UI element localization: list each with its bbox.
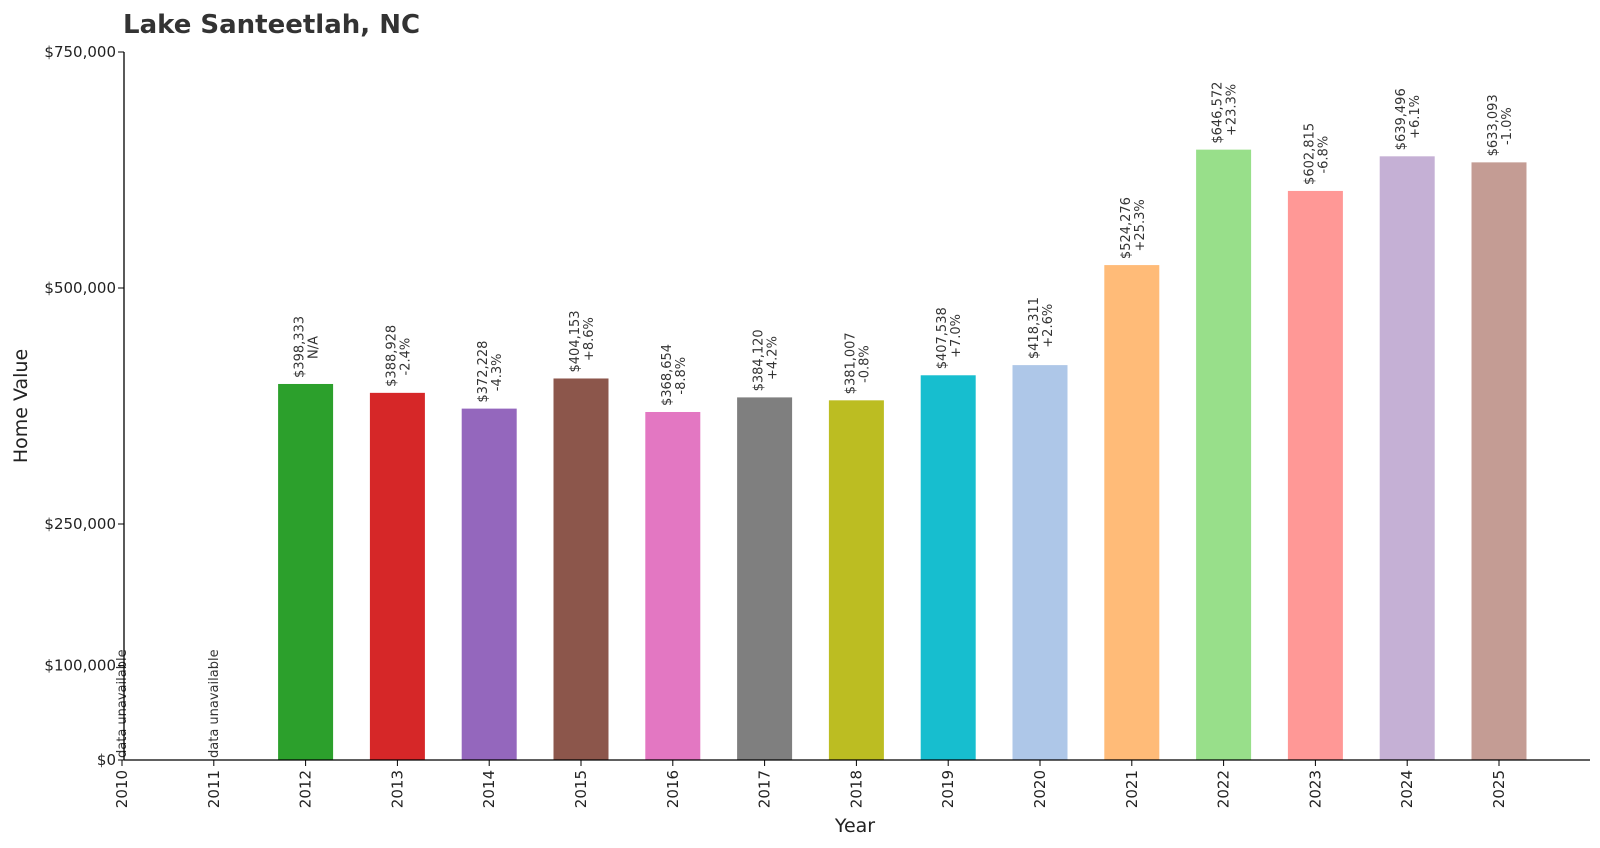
value-text: $418,311 [1027,297,1042,359]
x-tick-label: 2023 [1306,770,1324,808]
data-labels-group: data unavailable data unavailable $398,333… [115,82,1515,758]
bar-change-label: -6.8% [1316,136,1331,174]
bar-value-label: $407,538 [935,307,950,369]
x-tick-label: 2019 [939,770,957,808]
missing-data-label: data unavailable [207,649,222,758]
bar-change-label: -4.3% [490,353,505,391]
bar-2021 [1104,265,1160,760]
value-text: $398,333 [293,316,308,378]
bar-change-label: -1.0% [1500,107,1515,145]
x-tick-label: 2015 [572,770,590,808]
y-tick-label: $250,000 [44,515,116,533]
bar-value-label: $633,093 [1486,94,1501,156]
bar-2022 [1196,149,1252,760]
bar-change-label: +7.0% [949,314,964,358]
bar-2018 [828,400,884,760]
bar-value-label: $639,496 [1394,88,1409,150]
bar-change-label: -8.8% [674,357,689,395]
x-tick-label: 2017 [756,770,774,808]
bar-change-label: N/A [307,336,322,359]
bar-value-label: $602,815 [1302,123,1317,185]
value-text: $524,276 [1119,197,1134,259]
bar-value-label: $384,120 [752,329,767,391]
bar-value-label: $398,333 [293,316,308,378]
x-tick-label: 2016 [664,770,682,808]
bar-2014 [461,408,517,760]
x-tick-label: 2012 [297,770,315,808]
bar-value-label: $404,153 [568,310,583,372]
value-text: $404,153 [568,310,583,372]
x-tick-label: 2022 [1215,770,1233,808]
value-text: $381,007 [843,332,858,394]
y-tick-label: $0 [97,751,116,769]
value-text: $633,093 [1486,94,1501,156]
x-tick-label: 2025 [1490,770,1508,808]
x-tick-label: 2014 [480,770,498,808]
bar-value-label: $524,276 [1119,197,1134,259]
bar-change-label: -0.8% [857,345,872,383]
bar-change-label: +4.2% [766,336,781,380]
bar-value-label: $381,007 [843,332,858,394]
bar-2015 [553,378,609,760]
bar-2017 [737,397,793,760]
bar-2025 [1471,162,1527,760]
bar-change-label: +25.3% [1133,199,1148,251]
value-text: $372,228 [476,341,491,403]
value-text: $407,538 [935,307,950,369]
bar-change-label: -2.4% [398,338,413,376]
bar-value-label: $646,572 [1211,82,1226,144]
chart-title: Lake Santeetlah, NC [123,10,420,40]
y-tick-label: $500,000 [44,279,116,297]
value-text: $384,120 [752,329,767,391]
bar-value-label: $372,228 [476,341,491,403]
value-text: $388,928 [384,325,399,387]
bar-change-label: +8.6% [582,317,597,361]
x-axis-title: Year [834,815,875,837]
x-tick-label: 2020 [1031,770,1049,808]
bar-2013 [369,392,425,760]
value-text: $639,496 [1394,88,1409,150]
bar-2020 [1012,365,1068,760]
bar-2012 [278,383,334,760]
y-axis: $0 $100,000 $250,000 $500,000 $750,000 [44,43,125,769]
x-tick-label: 2024 [1398,770,1416,808]
x-tick-label: 2011 [205,770,223,808]
y-axis-title: Home Value [10,349,32,463]
bar-value-label: $418,311 [1027,297,1042,359]
bar-value-label: $388,928 [384,325,399,387]
x-tick-label: 2021 [1123,770,1141,808]
value-text: $602,815 [1302,123,1317,185]
value-text: $368,654 [660,344,675,406]
bar-change-label: +2.6% [1041,304,1056,348]
bar-2019 [920,375,976,760]
bar-value-label: $368,654 [660,344,675,406]
y-tick-label: $750,000 [44,43,116,61]
bar-2016 [645,411,701,760]
x-axis: 2010 2011 2012 2013 2014 2015 2016 2017 2018 2019… [113,759,1590,808]
bars-group [278,149,1527,761]
missing-data-label: data unavailable [115,649,130,758]
bar-change-label: +23.3% [1225,84,1240,136]
bar-change-label: +6.1% [1408,95,1423,139]
x-tick-label: 2013 [388,770,406,808]
bar-2023 [1287,190,1343,761]
y-tick-label: $100,000 [44,657,116,675]
x-tick-label: 2010 [113,770,131,808]
x-tick-label: 2018 [847,770,865,808]
bar-2024 [1379,156,1435,760]
value-text: $646,572 [1211,82,1226,144]
